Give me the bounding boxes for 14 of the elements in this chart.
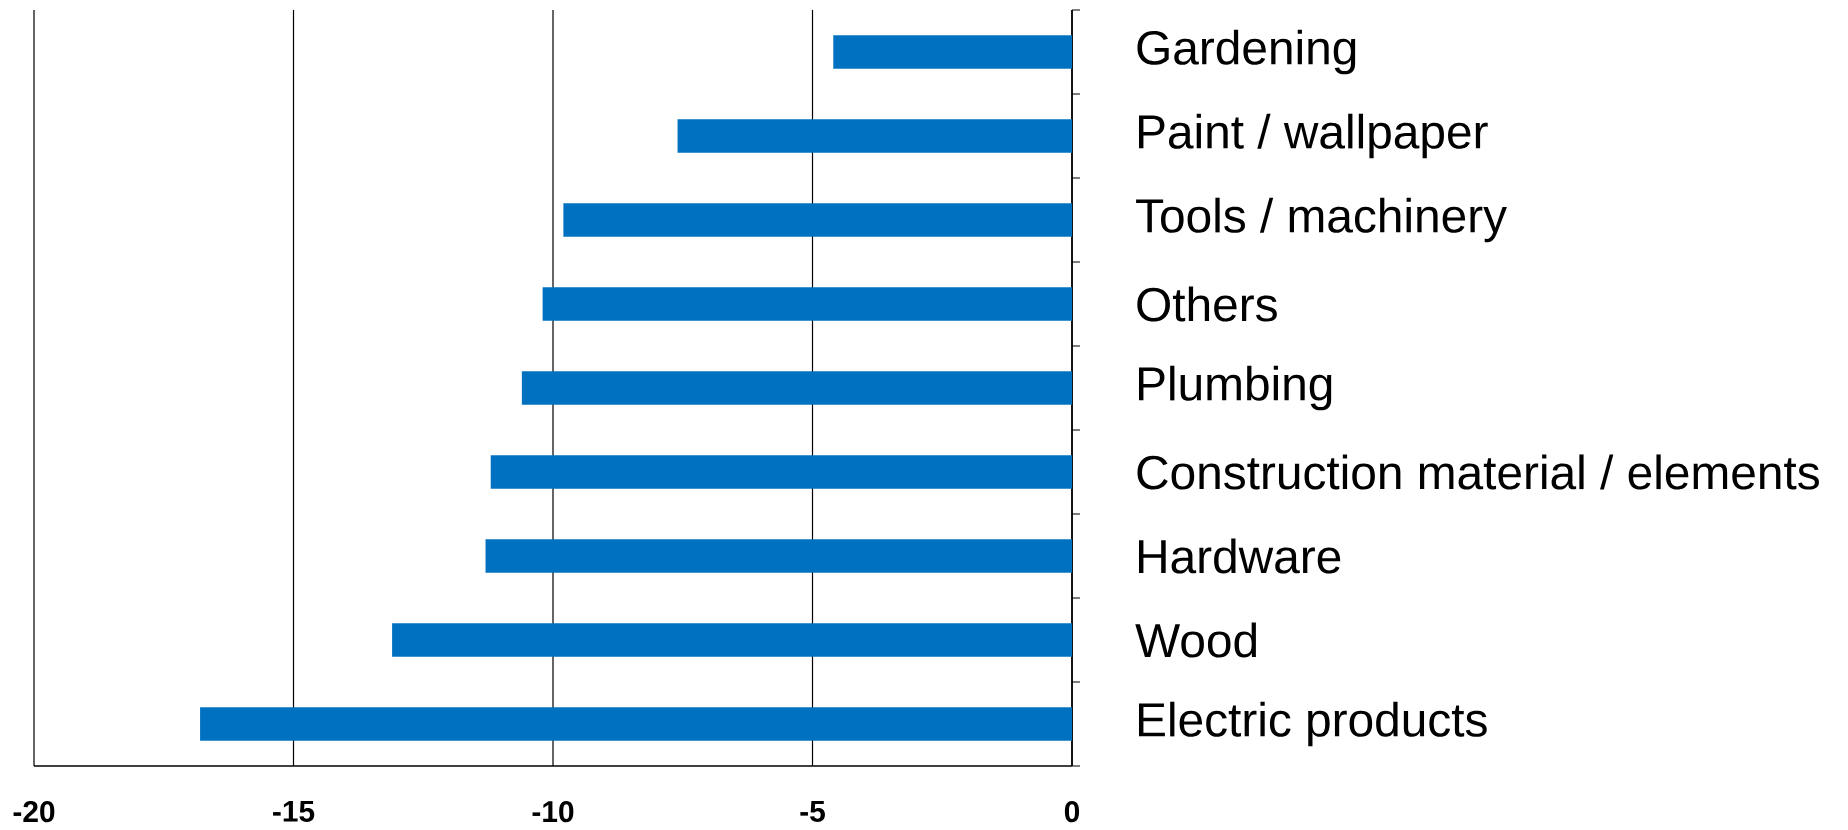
- y-tick-label: Tools / machinery: [1136, 197, 1507, 243]
- y-tick-label: Others: [1137, 286, 1277, 322]
- y-tick-label: Plumbing: [1138, 365, 1332, 411]
- x-tick-label: 0: [1064, 801, 1080, 823]
- y-tick-label: Paint / wallpaper: [1138, 113, 1488, 159]
- x-tick-label: -10: [532, 801, 574, 823]
- x-tick-label: -15: [273, 801, 315, 822]
- y-tick-label: Construction material / elements: [1137, 454, 1819, 490]
- y-tick-label: Electric products: [1138, 701, 1487, 747]
- x-tick-label: -20: [13, 801, 55, 823]
- x-tick-label: -5: [800, 801, 825, 822]
- y-tick-label: Hardware: [1138, 538, 1341, 574]
- y-tick-label: Gardening: [1137, 29, 1356, 75]
- y-tick-label: Wood: [1135, 622, 1257, 658]
